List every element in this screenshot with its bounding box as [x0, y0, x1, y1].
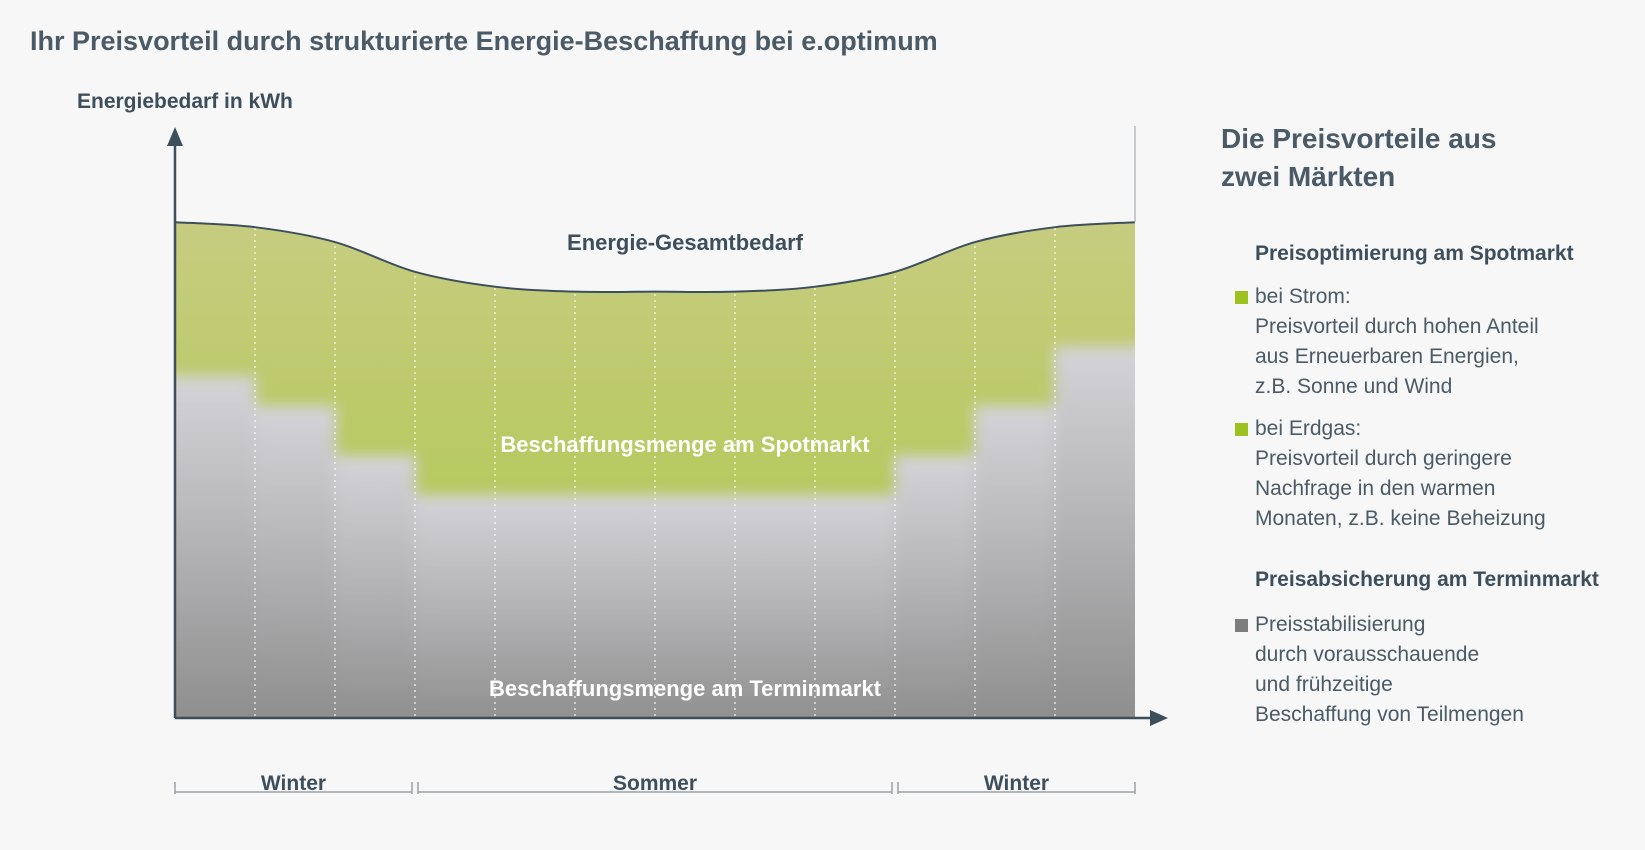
termin-bar	[494, 494, 576, 718]
spot-heading: Preisoptimierung am Spotmarkt	[1255, 242, 1574, 265]
termin-bar	[894, 455, 976, 718]
termin-bar	[654, 494, 736, 718]
gray-square-icon	[1235, 619, 1248, 632]
legend-item-erdgas: bei Erdgas: Preisvorteil durch geringere…	[1235, 414, 1546, 534]
season-bracket: Sommer	[417, 772, 893, 795]
sidebar-heading-line1: Die Preisvorteile aus	[1221, 123, 1497, 154]
green-square-icon	[1235, 291, 1248, 304]
termin-bar	[254, 405, 336, 718]
season-label: Winter	[261, 772, 326, 795]
termin-bar	[734, 494, 816, 718]
season-label: Winter	[984, 772, 1049, 795]
erdgas-text: bei Erdgas: Preisvorteil durch geringere…	[1255, 417, 1546, 530]
spot-area-label: Beschaffungsmenge am Spotmarkt	[500, 432, 870, 457]
termin-bar	[1054, 346, 1135, 718]
y-axis-label: Energiebedarf in kWh	[77, 90, 293, 113]
y-axis-arrow-icon	[167, 127, 183, 146]
total-demand-label: Energie-Gesamtbedarf	[567, 230, 804, 255]
season-bracket: Winter	[174, 772, 413, 795]
termin-bar	[414, 494, 496, 718]
termin-bar	[814, 494, 896, 718]
legend-item-strom: bei Strom: Preisvorteil durch hohen Ante…	[1235, 282, 1539, 402]
season-label: Sommer	[613, 772, 697, 795]
page-title: Ihr Preisvorteil durch strukturierte Ene…	[30, 26, 938, 56]
termin-bar	[574, 494, 656, 718]
termin-bar	[175, 375, 256, 718]
green-square-icon	[1235, 423, 1248, 436]
termin-bars	[175, 346, 1135, 718]
x-axis-arrow-icon	[1150, 710, 1168, 726]
strom-text: bei Strom: Preisvorteil durch hohen Ante…	[1255, 285, 1539, 398]
termin-bar	[974, 405, 1056, 718]
legend-item-termin: Preisstabilisierung durch vorausschauend…	[1235, 610, 1524, 730]
sidebar-heading: Die Preisvorteile aus zwei Märkten	[1221, 120, 1631, 196]
termin-area-label: Beschaffungsmenge am Terminmarkt	[489, 676, 882, 701]
total-demand-line	[174, 221, 1136, 294]
termin-text: Preisstabilisierung durch vorausschauend…	[1255, 613, 1524, 726]
season-bracket: Winter	[897, 772, 1136, 795]
sidebar-legend: Die Preisvorteile aus zwei Märkten Preis…	[1221, 120, 1631, 726]
termin-bar	[334, 455, 416, 718]
termin-heading: Preisabsicherung am Terminmarkt	[1255, 568, 1599, 591]
sidebar-heading-line2: zwei Märkten	[1221, 161, 1396, 192]
